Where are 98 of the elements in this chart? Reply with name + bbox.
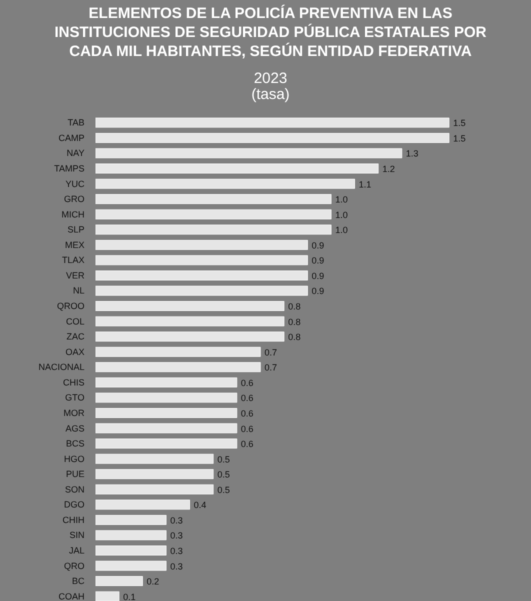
- bar: [96, 514, 166, 525]
- data-label: 0.2: [146, 576, 160, 587]
- data-label: 0.5: [217, 454, 230, 464]
- y-tick-label: TLAX: [62, 255, 85, 266]
- bar: [96, 286, 308, 296]
- bar: [96, 194, 332, 204]
- y-tick-label: BC: [72, 576, 85, 586]
- data-label: 0.9: [312, 240, 324, 250]
- bar: [96, 164, 379, 174]
- bar: [96, 576, 143, 586]
- data-label: 0.6: [240, 408, 254, 418]
- bar: [96, 316, 284, 326]
- data-label: 1.5: [453, 118, 466, 128]
- bar: [96, 178, 356, 189]
- y-tick-label: MOR: [64, 408, 85, 418]
- y-tick-label: SON: [64, 484, 85, 494]
- bar: [96, 332, 284, 342]
- data-label: 0.3: [170, 561, 183, 572]
- data-label: 1.2: [382, 164, 395, 174]
- bar: [96, 346, 261, 357]
- bar: [96, 240, 308, 250]
- data-label: 0.1: [123, 592, 136, 601]
- bar: [96, 132, 450, 143]
- y-tick-label: BCS: [66, 438, 85, 449]
- bar: [96, 500, 190, 510]
- chart-title: ELEMENTOS DE LA POLICÍA PREVENTIVA EN LAS INSTITUCIONES DE SEGURIDAD PÚBLICA ESTATALES POR CADA MIL HABITANTES, SEGÚN ENTIDAD FEDERATIVA: [54, 4, 486, 61]
- y-tick-label: CHIH: [62, 514, 84, 525]
- y-tick-label: CAMP: [58, 132, 85, 143]
- bar: [96, 255, 308, 266]
- y-tick-label: TAMPS: [54, 164, 85, 174]
- bar: [96, 530, 166, 540]
- bar: [96, 224, 332, 235]
- bar: [96, 209, 332, 220]
- bar: [96, 438, 238, 449]
- data-label: 0.6: [240, 439, 254, 450]
- y-tick-label: GTO: [65, 392, 85, 403]
- y-tick-label: COAH: [58, 591, 85, 601]
- data-label: 0.8: [288, 302, 301, 312]
- y-tick-label: NL: [72, 286, 85, 296]
- bar: [96, 454, 214, 464]
- y-tick-label: ZAC: [66, 332, 85, 342]
- data-label: 0.9: [312, 270, 324, 281]
- y-tick-label: CHIS: [63, 377, 85, 388]
- bar: [96, 423, 238, 434]
- bar: [96, 546, 166, 556]
- data-label: 0.8: [288, 332, 301, 342]
- y-tick-label: SLP: [67, 224, 85, 235]
- y-tick-label: AGS: [65, 423, 85, 434]
- data-label: 0.6: [240, 393, 254, 404]
- y-tick-label: NACIONAL: [38, 362, 85, 372]
- y-tick-label: NAY: [66, 148, 85, 158]
- bar: [96, 469, 214, 480]
- data-label: 0.6: [240, 378, 254, 388]
- bar: [96, 270, 308, 280]
- data-label: 0.9: [312, 256, 324, 266]
- y-tick-label: HGO: [64, 454, 85, 464]
- data-label: 0.7: [264, 347, 278, 358]
- y-tick-label: QROO: [57, 301, 85, 312]
- y-tick-label: PUE: [66, 469, 85, 480]
- data-label: 0.6: [240, 424, 254, 434]
- y-tick-label: GRO: [64, 194, 85, 204]
- data-label: 0.5: [217, 470, 230, 480]
- data-label: 1.0: [335, 210, 348, 220]
- data-label: 1.1: [358, 179, 372, 190]
- bar: [96, 148, 402, 158]
- y-tick-label: COL: [66, 316, 85, 326]
- data-label: 0.9: [312, 286, 324, 296]
- bar: [96, 560, 166, 571]
- y-tick-label: DGO: [64, 500, 85, 510]
- data-label: 1.5: [453, 133, 466, 144]
- data-label: 0.5: [217, 484, 230, 495]
- y-tick-label: SIN: [69, 530, 85, 540]
- y-tick-label: JAL: [68, 545, 85, 556]
- y-tick-label: YUC: [66, 178, 85, 189]
- y-tick-label: MICH: [62, 209, 85, 220]
- y-tick-label: QRO: [64, 560, 85, 571]
- bar: [96, 484, 214, 494]
- y-tick-label: TAB: [68, 118, 85, 128]
- data-label: 0.8: [288, 316, 301, 327]
- data-label: 0.3: [170, 546, 183, 556]
- bar: [96, 377, 238, 388]
- chart-subtitle: 2023 (tasa): [251, 70, 290, 103]
- bar: [96, 591, 120, 601]
- data-label: 0.4: [194, 500, 206, 510]
- y-tick-label: MEX: [64, 240, 85, 250]
- y-tick-label: VER: [66, 270, 85, 280]
- bar: [96, 408, 238, 418]
- data-label: 0.3: [170, 515, 183, 526]
- data-label: 1.0: [335, 194, 348, 205]
- bar: [96, 392, 238, 403]
- bar: [96, 118, 450, 128]
- y-tick-label: OAX: [65, 346, 85, 357]
- data-label: 1.0: [335, 225, 348, 236]
- data-label: 0.3: [170, 530, 183, 541]
- data-label: 1.3: [406, 148, 418, 159]
- data-label: 0.7: [264, 362, 278, 373]
- bar: [96, 301, 284, 312]
- bar: [96, 362, 261, 372]
